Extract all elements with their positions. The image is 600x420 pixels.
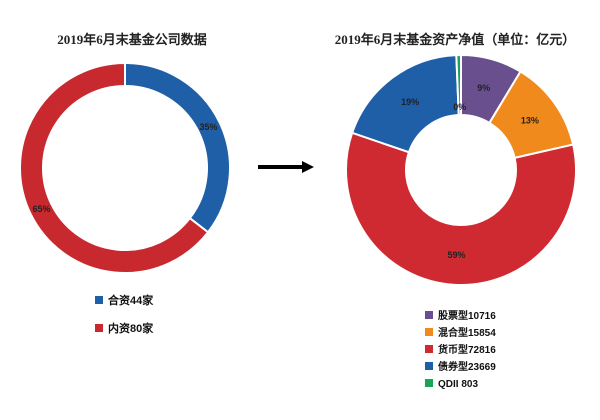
legend-1-swatch-1 [425, 328, 433, 336]
donut-0-data-label-1: 65% [32, 204, 50, 214]
donut-0-slice-0 [124, 61, 231, 234]
legend-1-label-3: 债券型23669 [438, 360, 496, 373]
donut-1-data-label-3: 19% [401, 97, 419, 107]
donut-1-data-label-0: 9% [477, 83, 490, 93]
arrow-icon [258, 161, 314, 173]
legend-1-label-4: QDII 803 [438, 379, 478, 390]
legend-1-label-0: 股票型10716 [438, 309, 496, 322]
legend-1-swatch-3 [425, 362, 433, 370]
legend-1-swatch-0 [425, 311, 433, 319]
chart-title-right: 2019年6月末基金资产净值（单位：亿元） [335, 32, 576, 47]
donut-chart-right: 9% 13% 59% 19% 0% [345, 53, 577, 286]
donut-chart-left: 35% 65% [19, 61, 231, 274]
donut-1-data-label-4: 0% [453, 102, 466, 112]
legend-0-label-1: 内资80家 [108, 321, 154, 335]
legend-1-label-2: 货币型72816 [438, 343, 496, 356]
donut-1-slice-3 [350, 54, 460, 154]
legend-1-label-1: 混合型15854 [438, 326, 496, 339]
legend-1-swatch-2 [425, 345, 433, 353]
donut-0-data-label-0: 35% [199, 122, 217, 132]
legend-right: 股票型10716 混合型15854 货币型72816 债券型23669 QDII 803 [425, 309, 496, 390]
legend-0-label-0: 合资44家 [108, 293, 154, 307]
donut-0-slice-1 [19, 61, 210, 274]
donut-1-slice-4 [455, 53, 462, 117]
legend-0-swatch-1 [95, 324, 103, 332]
donut-1-slice-2 [345, 131, 577, 286]
donut-1-data-label-2: 59% [447, 250, 465, 260]
legend-1-swatch-4 [425, 379, 433, 387]
donut-1-data-label-1: 13% [521, 115, 539, 125]
chart-title-left: 2019年6月末基金公司数据 [57, 32, 207, 47]
legend-0-swatch-0 [95, 296, 103, 304]
